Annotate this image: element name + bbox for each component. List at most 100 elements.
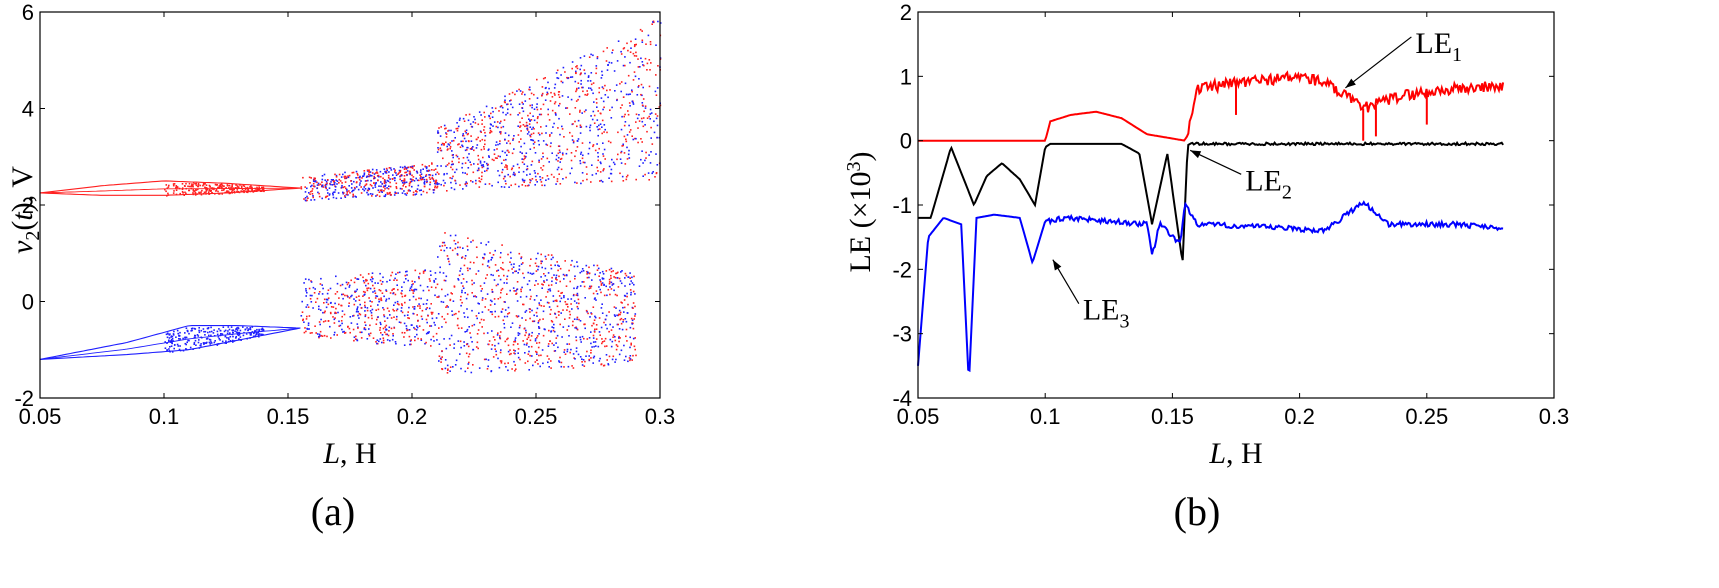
scatter-point — [558, 104, 560, 107]
scatter-point — [533, 108, 536, 110]
scatter-point — [605, 345, 608, 347]
scatter-point — [602, 153, 604, 155]
scatter-point — [579, 73, 582, 76]
scatter-point — [507, 173, 509, 176]
scatter-point — [555, 114, 557, 116]
scatter-point — [525, 319, 527, 321]
scatter-point — [435, 173, 437, 176]
scatter-point — [408, 182, 411, 185]
scatter-point — [170, 339, 173, 341]
scatter-point — [586, 310, 588, 313]
scatter-point — [464, 149, 467, 152]
scatter-point — [581, 335, 584, 338]
scatter-point — [420, 193, 423, 196]
scatter-point — [602, 142, 604, 144]
scatter-point — [562, 326, 565, 328]
scatter-point — [383, 180, 386, 183]
scatter-point — [610, 329, 613, 331]
scatter-point — [405, 270, 407, 273]
scatter-point — [599, 288, 601, 291]
scatter-point — [458, 143, 460, 145]
scatter-point — [586, 90, 588, 92]
scatter-point — [346, 283, 349, 286]
scatter-point — [330, 179, 333, 181]
scatter-point — [547, 361, 549, 364]
scatter-point — [559, 323, 561, 326]
scatter-point — [638, 165, 641, 167]
scatter-point — [576, 294, 579, 297]
scatter-point — [587, 80, 589, 82]
scatter-point — [549, 288, 551, 290]
scatter-point — [316, 181, 318, 184]
scatter-point — [443, 173, 446, 175]
scatter-point — [499, 131, 501, 133]
scatter-point — [638, 78, 640, 80]
scatter-point — [507, 337, 509, 340]
scatter-point — [574, 120, 576, 123]
scatter-point — [533, 128, 535, 130]
scatter-point — [210, 330, 213, 333]
scatter-point — [386, 307, 389, 310]
scatter-point — [604, 318, 607, 321]
scatter-point — [529, 272, 532, 275]
scatter-point — [377, 282, 379, 284]
scatter-point — [438, 173, 440, 175]
scatter-point — [586, 178, 588, 181]
scatter-point — [371, 301, 373, 303]
scatter-point — [444, 367, 447, 370]
scatter-point — [379, 289, 382, 292]
scatter-point — [514, 93, 516, 96]
scatter-point — [507, 362, 509, 364]
scatter-point — [645, 43, 647, 45]
scatter-point — [399, 187, 402, 190]
scatter-point — [623, 299, 626, 301]
scatter-point — [600, 291, 602, 294]
scatter-point — [579, 271, 581, 274]
scatter-point — [580, 64, 583, 67]
scatter-point — [208, 334, 210, 337]
scatter-point — [623, 124, 626, 127]
scatter-point — [194, 192, 196, 194]
scatter-point — [559, 133, 561, 136]
scatter-point — [410, 178, 413, 181]
scatter-point — [533, 314, 535, 317]
scatter-point — [501, 150, 504, 153]
scatter-point — [624, 318, 627, 320]
scatter-point — [509, 175, 511, 178]
scatter-point — [430, 286, 433, 288]
scatter-point — [500, 291, 502, 294]
scatter-point — [364, 180, 367, 182]
scatter-point — [384, 184, 387, 186]
scatter-point — [518, 252, 521, 255]
scatter-point — [500, 252, 502, 254]
scatter-point — [418, 277, 420, 280]
scatter-point — [522, 179, 524, 182]
scatter-point — [377, 174, 380, 177]
scatter-point — [462, 133, 464, 135]
scatter-point — [554, 113, 557, 115]
scatter-point — [380, 332, 382, 334]
scatter-point — [449, 147, 451, 150]
scatter-point — [634, 38, 637, 40]
scatter-point — [405, 171, 408, 174]
scatter-point — [590, 312, 592, 314]
scatter-point — [329, 311, 332, 314]
scatter-point — [344, 171, 346, 174]
scatter-point — [611, 158, 613, 161]
scatter-point — [372, 337, 375, 339]
scatter-point — [550, 91, 552, 94]
scatter-point — [394, 192, 397, 194]
scatter-point — [546, 144, 549, 146]
scatter-point — [603, 294, 606, 297]
scatter-point — [569, 113, 571, 115]
scatter-point — [555, 342, 557, 344]
scatter-point — [537, 283, 539, 285]
scatter-point — [561, 81, 564, 84]
scatter-point — [441, 288, 443, 291]
scatter-point — [371, 308, 374, 311]
scatter-point — [359, 303, 361, 306]
scatter-point — [332, 194, 334, 196]
scatter-point — [350, 322, 353, 324]
scatter-point — [497, 315, 500, 318]
scatter-point — [422, 272, 425, 274]
